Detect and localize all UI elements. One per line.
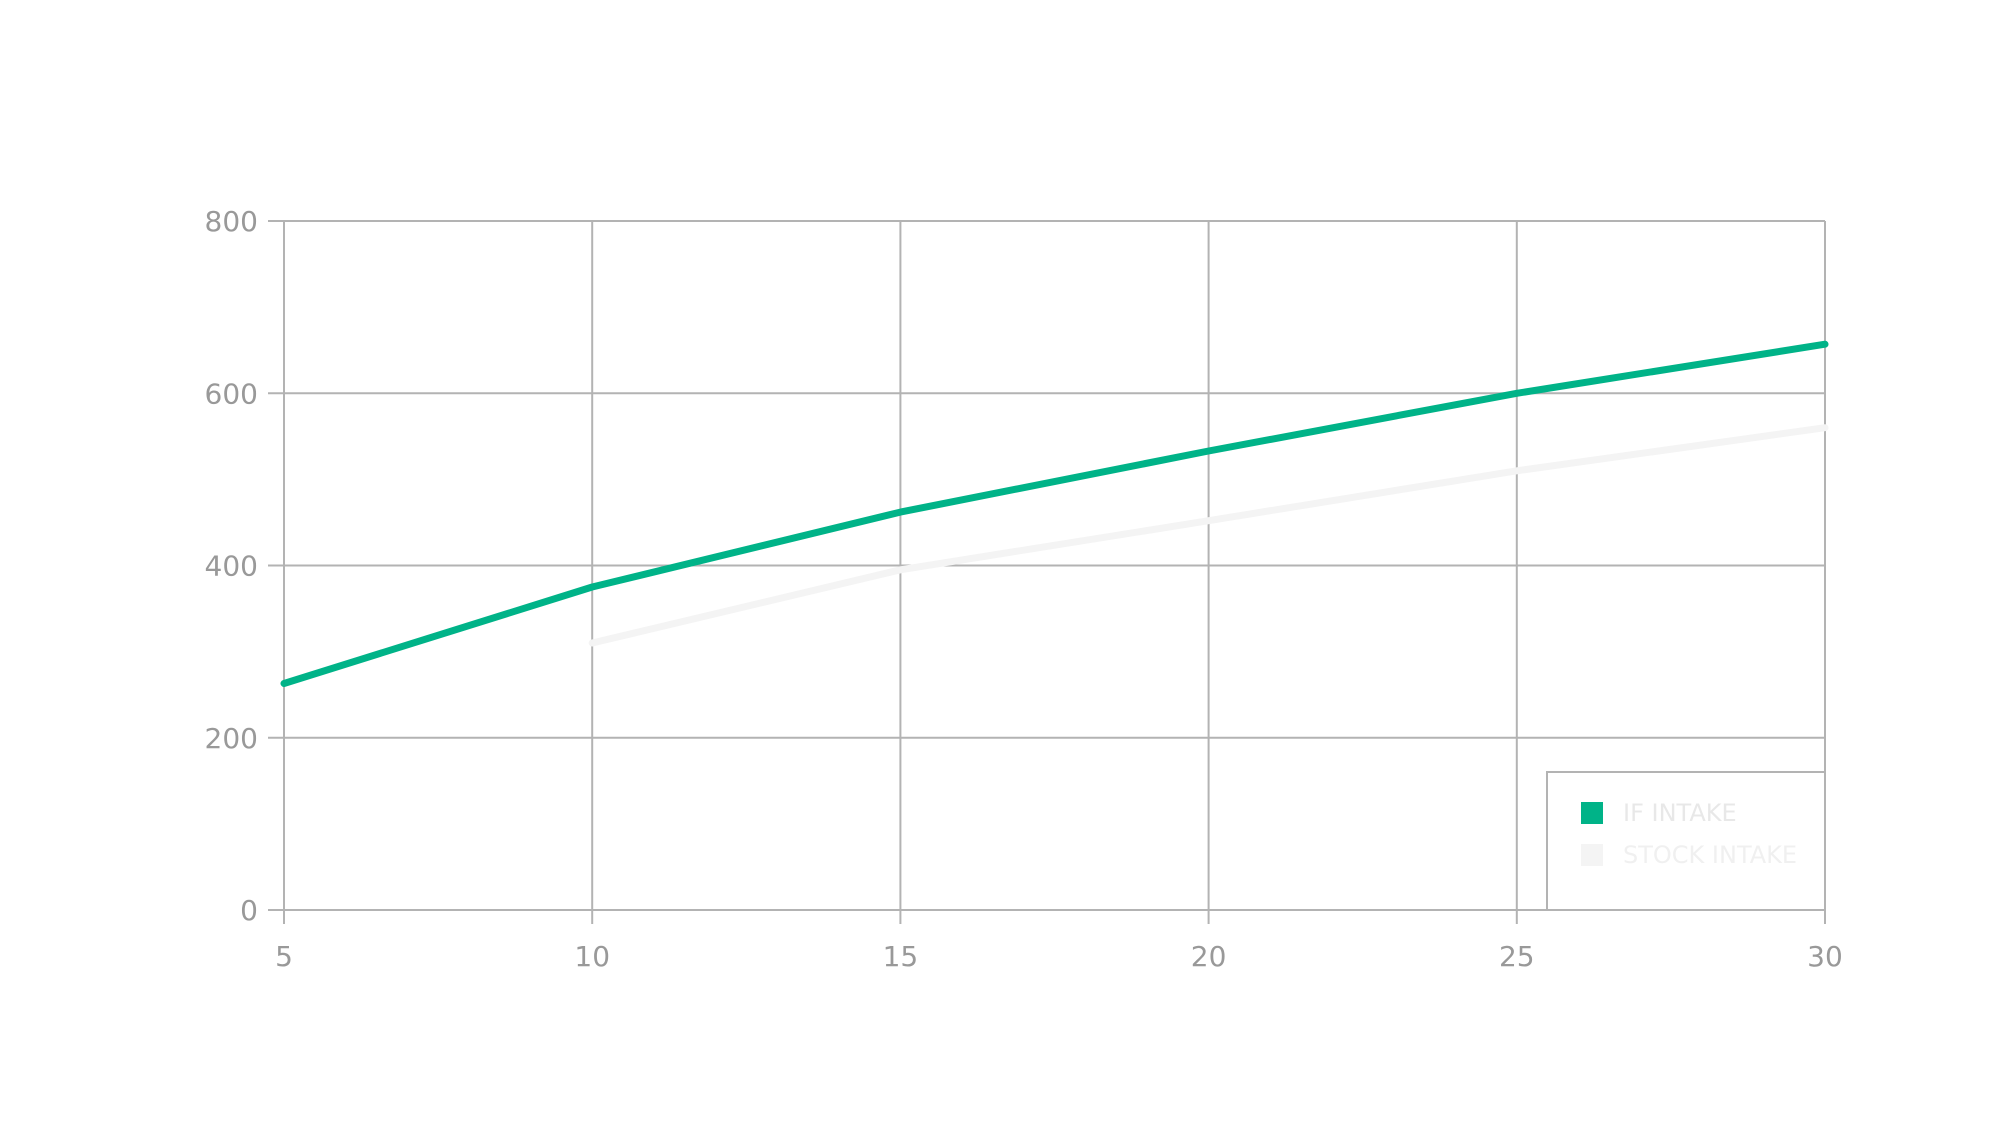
grid-layer (268, 220, 1826, 924)
x-tick-label: 5 (275, 940, 293, 973)
legend-swatch (1581, 802, 1603, 824)
series-layer (280, 340, 1829, 687)
legend-label: STOCK INTAKE (1623, 841, 1797, 869)
x-tick-label: 30 (1807, 940, 1843, 973)
y-tick-label: 600 (205, 377, 258, 410)
y-tick-label: 800 (205, 205, 258, 238)
series-line-1 (588, 424, 1829, 647)
legend-label: IF INTAKE (1623, 799, 1737, 827)
legend: IF INTAKE STOCK INTAKE (1546, 771, 1826, 911)
x-tick-label: 25 (1499, 940, 1535, 973)
y-tick-label: 400 (205, 550, 258, 583)
y-tick-label: 0 (240, 894, 258, 927)
series-line-0 (280, 340, 1829, 687)
x-tick-label: 20 (1191, 940, 1227, 973)
x-tick-label: 10 (574, 940, 610, 973)
x-tick-label: 15 (883, 940, 919, 973)
y-tick-label: 200 (205, 722, 258, 755)
axis-labels: 0 200 400 600 800 5 10 15 20 25 30 (205, 205, 1843, 973)
legend-box (1546, 771, 1826, 911)
legend-swatch (1581, 844, 1603, 866)
